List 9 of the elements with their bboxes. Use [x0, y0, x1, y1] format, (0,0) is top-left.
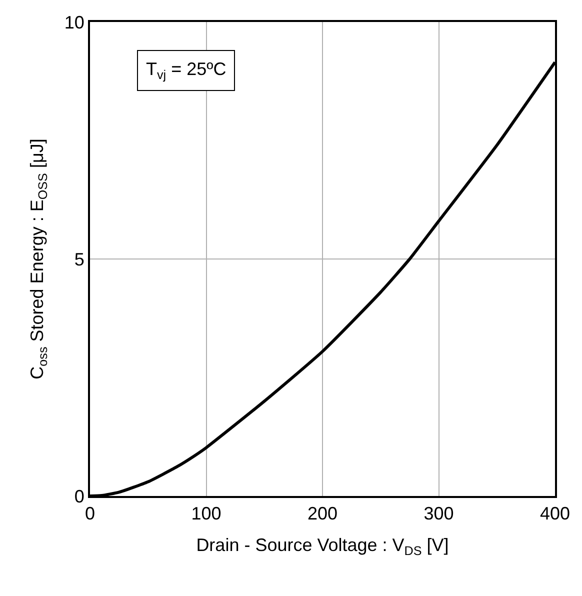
y-tick-label: 0	[74, 486, 84, 506]
x-tick-label: 300	[424, 504, 454, 524]
x-tick-label: 100	[191, 504, 222, 524]
x-axis-title: Drain - Source Voltage : V$_{DS}$ [V]	[196, 535, 449, 558]
y-tick-label: 5	[74, 249, 84, 270]
y-tick-label: 10	[64, 12, 84, 32]
annotation: T$_{vj}$ = 25ºC	[146, 59, 226, 82]
x-tick-label: 400	[540, 504, 570, 524]
x-tick-label: 200	[307, 504, 338, 524]
